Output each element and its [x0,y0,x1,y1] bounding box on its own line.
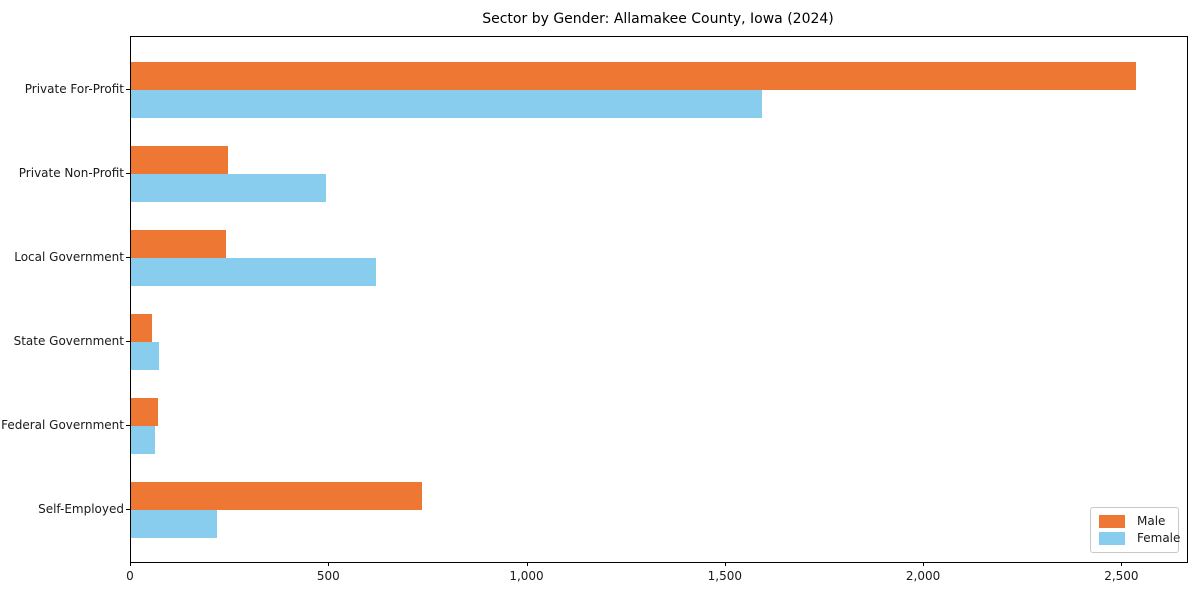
bar-female-4 [131,426,156,454]
bar-male-5 [131,482,423,510]
y-tick-mark [126,173,130,174]
x-tick-label: 1,500 [707,569,742,583]
x-tick-mark [526,562,528,566]
y-tick-mark [126,341,130,342]
y-tick-mark [126,257,130,258]
y-tick-label: Private For-Profit [24,82,124,96]
bar-female-2 [131,258,377,286]
y-tick-mark [126,509,130,510]
x-tick-label: 2,500 [1104,569,1139,583]
male-color-swatch [1099,515,1125,528]
legend: Male Female [1090,507,1180,553]
y-tick-label: Self-Employed [38,502,124,516]
bar-male-4 [131,398,158,426]
y-tick-mark [126,89,130,90]
x-tick-label: 500 [316,569,340,583]
y-tick-label: State Government [13,334,124,348]
bar-female-3 [131,342,159,370]
legend-item-male: Male [1099,515,1170,528]
y-tick-label: Private Non-Profit [18,166,124,180]
plot-area [130,36,1188,563]
legend-label-female: Female [1137,531,1181,545]
x-tick-mark [923,562,925,566]
chart-title: Sector by Gender: Allamakee County, Iowa… [482,11,834,27]
bar-male-3 [131,314,152,342]
x-tick-label: 0 [126,569,134,583]
y-tick-label: Local Government [14,250,124,264]
legend-item-female: Female [1099,532,1180,545]
y-tick-mark [126,425,130,426]
x-tick-mark [130,562,131,566]
bar-male-0 [131,62,1137,90]
female-color-swatch [1099,532,1125,545]
x-tick-mark [328,562,330,566]
bar-female-1 [131,174,327,202]
x-tick-label: 1,000 [509,569,544,583]
bar-male-1 [131,146,229,174]
y-tick-label: Federal Government [1,418,124,432]
legend-label-male: Male [1137,514,1166,528]
bar-female-0 [131,90,762,118]
x-tick-label: 2,000 [905,569,941,583]
bar-female-5 [131,510,218,538]
x-tick-mark [1121,562,1123,566]
x-tick-mark [724,562,726,566]
bar-male-2 [131,230,227,258]
